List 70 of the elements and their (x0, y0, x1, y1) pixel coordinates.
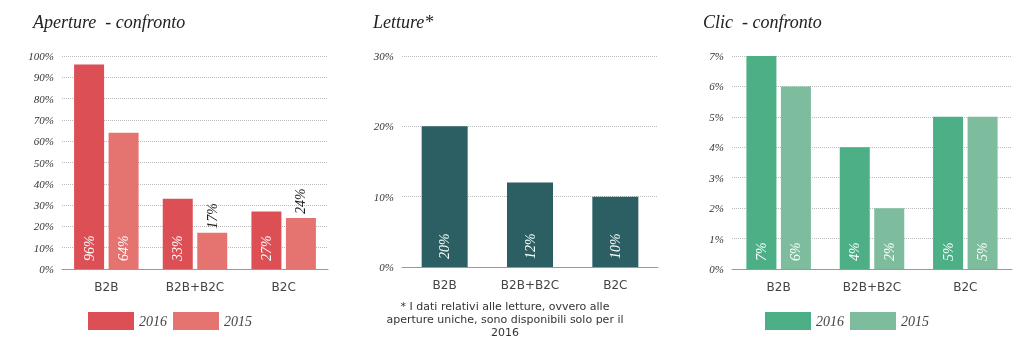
y-tick-label: 60% (33, 135, 54, 148)
bar (874, 208, 905, 269)
chart-title: Clic - confronto (703, 12, 822, 32)
data-label: 10% (607, 233, 623, 259)
y-tick-label: 70% (33, 113, 54, 126)
bar (746, 56, 777, 269)
data-label: 24% (293, 188, 309, 214)
y-tick-label: 10% (373, 190, 394, 203)
x-tick-label: B2B+B2C (165, 280, 225, 294)
bar (507, 182, 553, 267)
y-tick-label: 80% (33, 92, 54, 105)
data-label: 64% (116, 235, 132, 261)
y-tick-label: 0% (39, 263, 54, 275)
y-tick-label: 100% (28, 50, 54, 62)
chart-title: Letture* (372, 12, 434, 32)
y-tick-label: 2% (709, 202, 724, 215)
x-tick-label: B2B (432, 278, 457, 292)
x-tick-label: B2B+B2C (842, 280, 902, 294)
legend-label: 2015 (901, 313, 929, 329)
y-tick-label: 10% (33, 241, 54, 254)
bar (592, 196, 639, 267)
y-tick-label: 20% (373, 120, 394, 133)
x-tick-label: B2B (94, 280, 119, 294)
y-tick-label: 3% (708, 171, 724, 184)
data-label: 27% (258, 235, 274, 261)
data-label: 12% (522, 233, 538, 259)
y-tick-label: 7% (709, 50, 724, 62)
data-label: 2% (881, 242, 897, 261)
legend-label: 2015 (224, 313, 252, 329)
x-tick-label: B2C (603, 278, 628, 292)
legend-label: 2016 (139, 313, 167, 329)
y-tick-label: 40% (33, 177, 54, 190)
y-tick-label: 1% (709, 232, 724, 245)
data-label: 5% (940, 242, 956, 261)
y-tick-label: 20% (33, 220, 54, 233)
y-tick-label: 30% (372, 50, 394, 62)
bar (421, 126, 468, 267)
bar (967, 116, 998, 269)
y-tick-label: 30% (32, 199, 54, 212)
bar (162, 198, 193, 269)
y-tick-label: 50% (33, 156, 54, 169)
legend-label: 2016 (816, 313, 844, 329)
bar (197, 232, 228, 269)
y-tick-label: 0% (709, 263, 724, 275)
data-label: 20% (437, 233, 453, 259)
bar (933, 116, 964, 269)
data-label: 96% (81, 235, 97, 261)
y-tick-label: 90% (33, 71, 54, 84)
y-tick-label: 4% (709, 141, 724, 154)
bar (285, 217, 316, 269)
data-label: 33% (170, 235, 186, 262)
x-tick-label: B2B+B2C (500, 278, 560, 292)
chart-title: Aperture - confronto (32, 12, 186, 32)
data-label: 4% (847, 242, 863, 261)
data-label: 6% (788, 242, 804, 261)
data-label: 7% (753, 242, 769, 261)
x-tick-label: B2C (953, 280, 978, 294)
y-tick-label: 5% (709, 110, 724, 123)
bar (839, 147, 870, 269)
text: * I dati relativi alle letture, ovvero alle aperture uniche, sono disponibili solo per il 2016 (385, 300, 625, 339)
bar (108, 132, 139, 269)
bar (74, 64, 105, 269)
y-tick-label: 0% (379, 261, 394, 273)
x-tick-label: B2B (766, 280, 791, 294)
x-tick-label: B2C (271, 280, 296, 294)
data-label: 5% (975, 242, 991, 261)
bar (780, 86, 811, 269)
bar (251, 211, 282, 269)
data-label: 17% (204, 203, 220, 229)
y-tick-label: 6% (709, 80, 724, 93)
